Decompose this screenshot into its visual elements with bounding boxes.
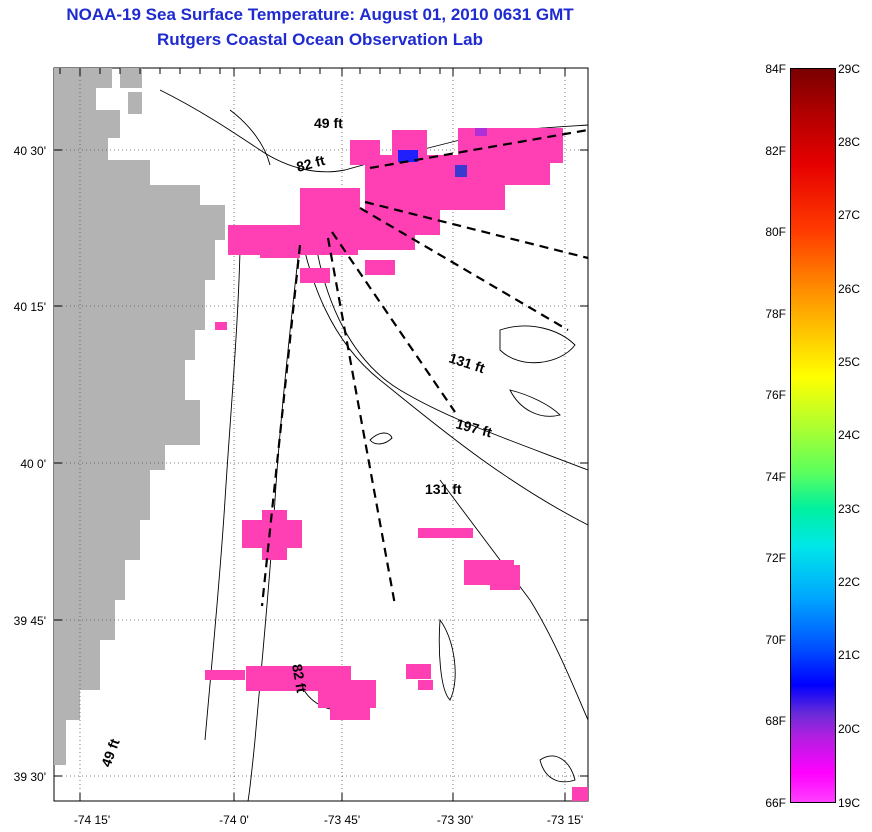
lat-label: 39 30'	[14, 770, 46, 784]
celsius-label: 28C	[838, 135, 861, 149]
celsius-label: 24C	[838, 428, 861, 442]
map-title: NOAA-19 Sea Surface Temperature: August …	[66, 5, 574, 24]
lat-label: 39 45'	[14, 614, 46, 628]
contour-label: 82 ft	[289, 663, 310, 694]
contour-label: 82 ft	[295, 152, 327, 175]
fahrenheit-label: 66F	[765, 796, 786, 810]
land-mass	[54, 68, 225, 765]
fahrenheit-label: 80F	[765, 225, 786, 239]
sst-patches	[205, 128, 588, 801]
celsius-label: 27C	[838, 208, 861, 222]
lon-label: -74 0'	[219, 813, 249, 827]
fahrenheit-label: 72F	[765, 551, 786, 565]
lat-label: 40 15'	[14, 300, 46, 314]
celsius-label: 22C	[838, 575, 861, 589]
latitude-labels: 40 30' 40 15' 40 0' 39 45' 39 30'	[14, 144, 46, 784]
contour-label: 131 ft	[425, 481, 462, 497]
colorbar-gradient	[790, 68, 836, 803]
temperature-colorbar: 84F 82F 80F 78F 76F 74F 72F 70F 68F 66F …	[740, 60, 870, 820]
celsius-label: 23C	[838, 502, 861, 516]
lon-label: -73 45'	[324, 813, 360, 827]
contour-label: 49 ft	[314, 115, 343, 131]
fahrenheit-label: 74F	[765, 470, 786, 484]
celsius-label: 20C	[838, 722, 861, 736]
transect-lines	[260, 128, 589, 607]
lat-label: 40 30'	[14, 144, 46, 158]
fahrenheit-label: 70F	[765, 633, 786, 647]
frame-ticks	[54, 68, 588, 801]
celsius-label: 21C	[838, 648, 861, 662]
lon-label: -73 15'	[547, 813, 583, 827]
fahrenheit-label: 84F	[765, 62, 786, 76]
fahrenheit-label: 78F	[765, 307, 786, 321]
contour-labels: 49 ft 82 ft 131 ft 197 ft 131 ft 82 ft 4…	[98, 115, 494, 769]
celsius-label: 19C	[838, 796, 861, 810]
celsius-label: 25C	[838, 355, 861, 369]
fahrenheit-label: 82F	[765, 144, 786, 158]
lon-label: -73 30'	[437, 813, 473, 827]
longitude-labels: -74 15' -74 0' -73 45' -73 30' -73 15'	[74, 813, 583, 827]
fahrenheit-label: 76F	[765, 388, 786, 402]
map-subtitle: Rutgers Coastal Ocean Observation Lab	[157, 30, 483, 49]
lat-label: 40 0'	[20, 457, 46, 471]
lon-label: -74 15'	[74, 813, 110, 827]
cold-patches	[398, 128, 487, 177]
celsius-label: 26C	[838, 282, 861, 296]
celsius-label: 29C	[838, 62, 861, 76]
fahrenheit-label: 68F	[765, 714, 786, 728]
